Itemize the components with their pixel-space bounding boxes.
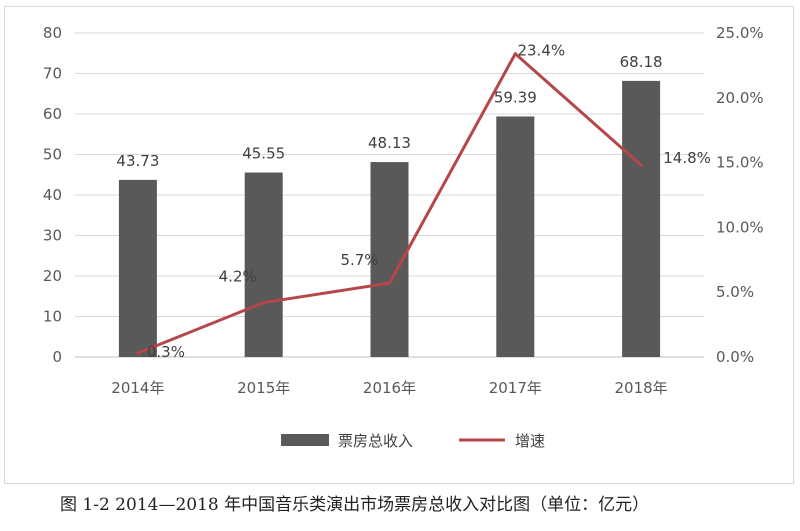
right-axis-tick: 15.0% — [716, 154, 764, 172]
legend-bar-label: 票房总收入 — [338, 432, 413, 450]
growth-point — [388, 281, 391, 285]
chart-area — [4, 6, 794, 484]
bar-data-label: 59.39 — [494, 88, 537, 106]
x-axis-tick: 2016年 — [363, 379, 416, 397]
left-axis-tick: 60 — [43, 105, 62, 123]
left-axis-tick: 10 — [43, 308, 62, 326]
bar — [496, 116, 535, 358]
left-axis-tick: 70 — [43, 65, 62, 83]
left-axis-tick: 20 — [43, 267, 62, 285]
growth-point — [262, 301, 266, 305]
line-data-label: 14.8% — [663, 149, 711, 167]
line-data-label: 23.4% — [517, 42, 565, 60]
bar-data-label: 45.55 — [242, 145, 285, 163]
growth-point — [513, 52, 517, 56]
left-axis-tick: 0 — [52, 348, 62, 366]
line-data-label: 0.3% — [147, 343, 185, 361]
growth-point — [639, 163, 643, 167]
x-axis-tick: 2017年 — [489, 379, 542, 397]
right-axis-tick: 10.0% — [716, 218, 764, 236]
right-axis-tick: 0.0% — [716, 348, 754, 366]
bar-data-label: 68.18 — [620, 53, 663, 71]
bar — [118, 179, 157, 357]
left-axis-tick: 50 — [43, 146, 62, 164]
growth-point — [136, 351, 140, 355]
left-axis-tick: 80 — [43, 24, 62, 42]
x-axis-tick: 2014年 — [111, 379, 164, 397]
bar — [622, 80, 661, 357]
figure-caption: 图 1-2 2014—2018 年中国音乐类演出市场票房总收入对比图（单位：亿元… — [60, 495, 650, 515]
left-axis-tick: 30 — [43, 227, 62, 245]
x-axis-tick: 2018年 — [615, 379, 668, 397]
right-axis-tick: 25.0% — [716, 24, 764, 42]
bar-data-label: 48.13 — [368, 134, 411, 152]
line-data-label: 5.7% — [340, 251, 378, 269]
right-axis-tick: 5.0% — [716, 283, 754, 301]
legend-line-label: 增速 — [515, 432, 545, 450]
bar — [244, 172, 283, 357]
left-axis-tick: 40 — [43, 186, 62, 204]
right-axis-tick: 20.0% — [716, 89, 764, 107]
x-axis-tick: 2015年 — [237, 379, 290, 397]
legend-bar-swatch — [281, 434, 329, 446]
bar-data-label: 43.73 — [116, 152, 159, 170]
line-data-label: 4.2% — [219, 268, 257, 286]
